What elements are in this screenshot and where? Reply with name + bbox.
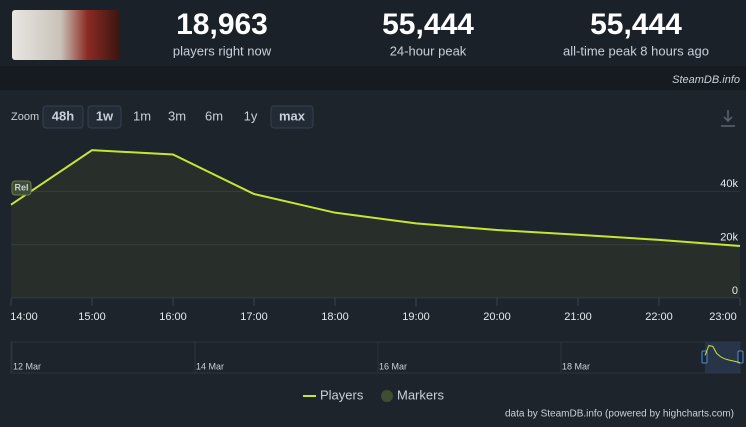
x-tick-label: 20:00 — [483, 311, 511, 323]
stat-value: 55,444 — [590, 8, 682, 41]
x-tick-label: 23:00 — [709, 311, 737, 323]
zoom-button[interactable] — [87, 105, 122, 129]
zoom-button-label[interactable]: 3m — [168, 108, 186, 123]
navigator-label: 14 Mar — [196, 361, 224, 371]
zoom-button[interactable] — [270, 105, 314, 129]
navigator-handle[interactable] — [737, 350, 744, 364]
stat-value: 18,963 — [176, 8, 268, 41]
download-icon[interactable] — [721, 110, 735, 127]
zoom-button-label[interactable]: 1w — [96, 108, 114, 123]
navigator-label: 16 Mar — [379, 361, 407, 371]
area — [11, 150, 740, 298]
marker-flag[interactable] — [11, 180, 32, 196]
y-tick-label: 0 — [732, 285, 738, 297]
stat-label: 24-hour peak — [390, 43, 467, 58]
marker-label[interactable]: Rel — [14, 182, 28, 192]
y-tick-label: 20k — [720, 232, 738, 244]
credit[interactable]: SteamDB.info — [672, 74, 740, 86]
zoom-button[interactable] — [42, 105, 84, 129]
x-tick-label: 17:00 — [240, 311, 268, 323]
zoom-button-label[interactable]: 48h — [52, 108, 74, 123]
stat-label: all-time peak 8 hours ago — [563, 43, 709, 58]
zoom-label: Zoom — [11, 111, 39, 123]
header-band — [0, 0, 746, 66]
navigator-label: 18 Mar — [562, 361, 590, 371]
line — [10, 149, 741, 247]
zoom-button-label[interactable]: 6m — [205, 108, 223, 123]
x-tick-label: 21:00 — [564, 311, 592, 323]
legend-label[interactable]: Players — [320, 387, 364, 402]
chart-panel — [0, 90, 746, 427]
footer: data by SteamDB.info (powered by highcha… — [505, 409, 734, 420]
legend-label[interactable]: Markers — [397, 387, 444, 402]
navigator-line — [704, 345, 741, 364]
zoom-button-label[interactable]: 1y — [244, 108, 258, 123]
legend-marker[interactable] — [381, 390, 393, 402]
stat-value: 55,444 — [382, 8, 474, 41]
game-thumbnail[interactable] — [12, 10, 120, 60]
x-tick-label: 14:00 — [10, 311, 38, 323]
x-tick-label: 15:00 — [78, 311, 106, 323]
x-tick-label: 18:00 — [321, 311, 349, 323]
navigator-label: 12 Mar — [13, 361, 41, 371]
x-tick-label: 22:00 — [645, 311, 673, 323]
stat-label: players right now — [173, 43, 272, 58]
x-tick-label: 19:00 — [402, 311, 430, 323]
credit-band — [0, 66, 746, 90]
x-tick-label: 16:00 — [159, 311, 187, 323]
zoom-button-label[interactable]: max — [279, 108, 306, 123]
y-tick-label: 40k — [720, 178, 738, 190]
zoom-button-label[interactable]: 1m — [133, 108, 151, 123]
